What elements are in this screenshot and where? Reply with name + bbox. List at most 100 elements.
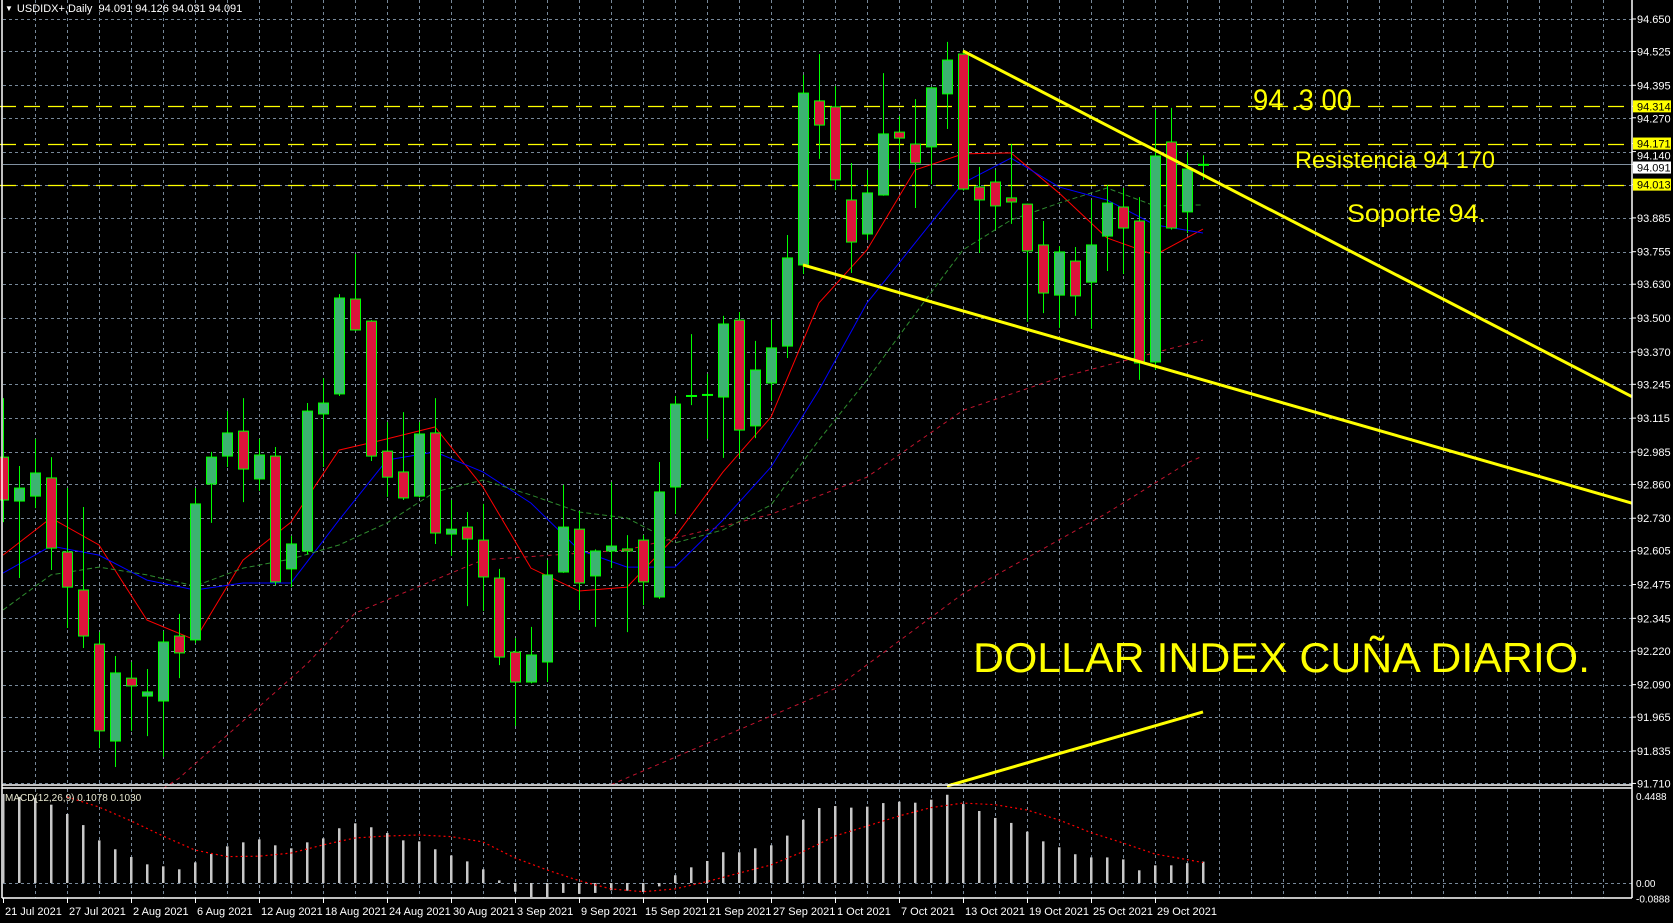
price-axis-label: 94.270 [1637,113,1671,125]
candle [30,438,41,509]
macd-histogram-bar [1106,857,1109,883]
macd-histogram-bar [514,882,517,892]
price-axis-label: 93.885 [1637,213,1671,225]
candle-body-bull [318,402,329,415]
candle [478,503,489,612]
candle-body-bull [766,347,777,384]
candle [78,507,89,648]
candle-body-bull [1198,163,1209,166]
candle-body-bull [286,543,297,570]
macd-histogram-bar [210,854,213,883]
candle [670,396,681,515]
candle [14,465,25,579]
macd-histogram-bar [114,849,117,883]
candle-body-bear [814,100,825,126]
macd-histogram-bar [34,797,37,883]
candle-body-bear [846,199,857,243]
candle-body-bear [990,181,1001,207]
macd-histogram-bar [1170,865,1173,883]
candle-body-bear [622,548,633,552]
price-axis-label: 92.345 [1637,613,1671,625]
candle [414,422,425,498]
chart-header: ▼ USDIDX+,Daily 94.091 94.126 94.031 94.0… [5,3,242,15]
candle-body-bear [1134,220,1145,364]
macd-histogram-bar [834,806,837,883]
date-axis-label: 7 Oct 2021 [901,906,955,918]
candle-body-bull [526,654,537,683]
macd-histogram-bar [658,882,661,887]
candle-body-bull [862,192,873,235]
candle [1054,245,1065,328]
macd-axis-label: 0.4488 [1636,792,1667,803]
candle [1118,187,1129,275]
macd-histogram-bar [258,839,261,883]
macd-histogram-bar [194,862,197,883]
candle-body-bear [1166,141,1177,229]
macd-histogram-bar [546,882,549,899]
macd-histogram-bar [82,825,85,883]
candle-body-bull [142,691,153,697]
date-axis-label: 27 Jul 2021 [69,906,126,918]
candle-body-bull [942,59,953,95]
candle-body-bull [1150,155,1161,363]
candle-body-bear [398,471,409,499]
candle-body-bear [62,551,73,588]
annotation-target-level: 94 .3 00 [1253,84,1352,117]
candle-body-bear [1070,260,1081,297]
macd-histogram-bar [226,846,229,883]
candle [878,73,889,196]
candle [270,446,281,586]
date-axis-label: 21 Sep 2021 [709,906,771,918]
annotation-support: Soporte 94. [1347,200,1486,228]
macd-histogram-bar [754,848,757,883]
candle-body-bear [510,651,521,683]
candle [510,638,521,726]
macd-histogram-bar [770,845,773,883]
candle [62,488,73,628]
candle-body-bull [558,526,569,573]
candle [590,549,601,627]
annotation-resistance: Resistencia 94 170 [1295,147,1495,174]
candle [46,457,57,570]
date-axis-label: 1 Oct 2021 [837,906,891,918]
macd-histogram-bar [50,804,53,883]
moving-average-line [2,152,1204,641]
candle [190,488,201,644]
candle [0,398,9,523]
macd-histogram-bar [274,845,277,883]
candle-body-bear [46,477,57,549]
price-axis-label: 94.525 [1637,46,1671,58]
candle [286,535,297,588]
macd-histogram-bar [962,804,965,883]
candle-body-bull [190,503,201,641]
candle [238,398,249,503]
macd-histogram-bar [786,835,789,883]
candle [606,482,617,569]
candle [798,74,809,275]
candle [686,334,697,406]
date-axis-label: 18 Aug 2021 [325,906,387,918]
macd-histogram-bar [338,828,341,883]
candle [446,500,457,556]
macd-histogram-bar [1122,859,1125,883]
price-level-label-bg [1633,137,1671,150]
candle-body-bear [462,526,473,540]
macd-histogram-bar [66,813,69,883]
candle [942,41,953,129]
candle-body-bear [910,143,921,164]
price-axis-label: 93.370 [1637,347,1671,359]
candle [638,535,649,606]
annotation-title: DOLLAR INDEX CUÑA DIARIO. [973,634,1590,681]
candle [990,170,1001,231]
candle [702,373,713,439]
macd-histogram-bar [562,882,565,893]
macd-histogram-bar [290,848,293,883]
candle-body-bull [1182,168,1193,213]
price-axis-label: 93.630 [1637,279,1671,291]
candle-body-bull [30,472,41,497]
candle-body-bear [494,577,505,658]
triangle-down-icon[interactable]: ▼ [5,4,13,13]
price-axis-label: 91.835 [1637,746,1671,758]
